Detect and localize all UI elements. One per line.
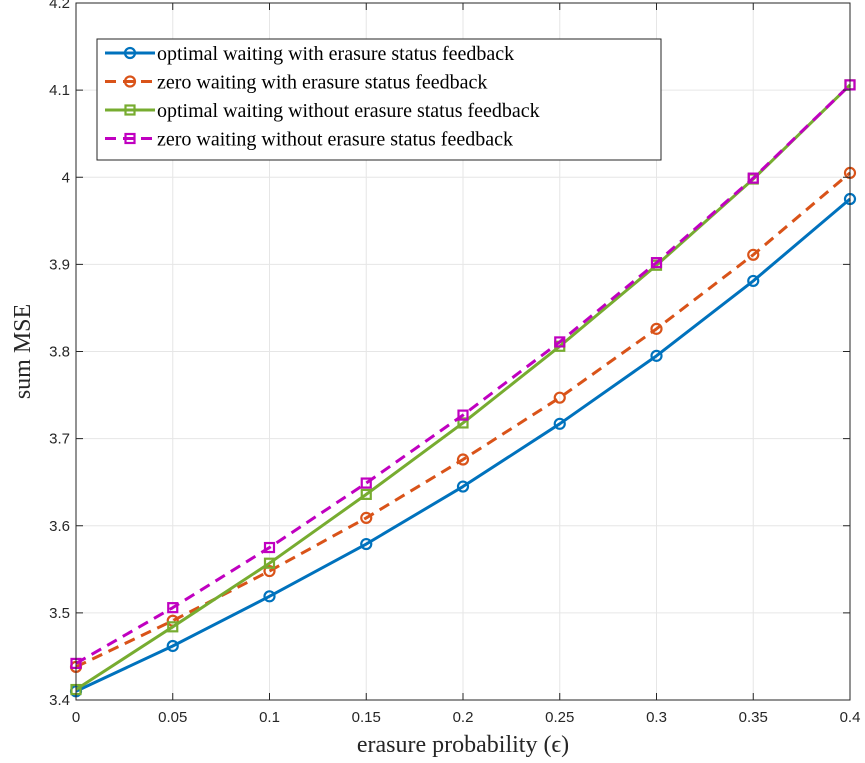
- legend-marker: [124, 104, 136, 116]
- data-point-marker: [166, 639, 179, 653]
- y-tick-label: 4: [62, 169, 70, 186]
- x-tick-label: 0.15: [352, 709, 381, 726]
- axis-ticks: 0 0.05 0.1 0.15 0.2 0.25 0.3 0.35 0.4 3.4 3.5 3.6 3.…: [49, 0, 860, 726]
- data-point-marker: [263, 557, 276, 569]
- data-point-marker: [360, 488, 372, 500]
- legend: optimal waiting with erasure status feed…: [96, 38, 662, 161]
- data-point-marker: [650, 322, 663, 335]
- legend-marker: [123, 75, 137, 88]
- legend-label: optimal waiting without erasure status f…: [157, 100, 540, 122]
- data-point-marker: [554, 336, 566, 348]
- y-tick-label: 4.2: [49, 0, 70, 12]
- x-tick-label: 0.05: [158, 709, 187, 726]
- y-tick-label: 3.9: [49, 256, 70, 273]
- data-point-marker: [457, 409, 469, 421]
- legend-box: [96, 38, 662, 161]
- x-tick-label: 0.4: [840, 709, 861, 726]
- x-axis-title: erasure probability (ϵ): [357, 732, 569, 758]
- series-line: [75, 83, 852, 665]
- data-point-marker: [360, 537, 373, 551]
- data-point-marker: [650, 349, 663, 362]
- x-tick-label: 0: [72, 709, 80, 726]
- data-point-marker: [263, 564, 276, 578]
- data-point-marker: [553, 417, 566, 430]
- x-tick-label: 0.3: [646, 709, 667, 726]
- legend-item: zero waiting with erasure status feedbac…: [105, 72, 487, 94]
- legend-label: zero waiting without erasure status feed…: [157, 129, 513, 151]
- y-tick-label: 4.1: [49, 82, 70, 99]
- x-tick-label: 0.2: [453, 709, 474, 726]
- y-tick-label: 3.8: [49, 344, 70, 361]
- series-line: [75, 83, 852, 691]
- data-point-marker: [360, 511, 373, 525]
- data-point-marker: [456, 453, 470, 466]
- x-tick-label: 0.35: [739, 709, 768, 726]
- data-point-marker: [456, 480, 470, 493]
- data-point-marker: [747, 274, 760, 288]
- legend-item: zero waiting without erasure status feed…: [105, 129, 513, 151]
- data-point-marker: [553, 391, 566, 404]
- data-point-marker: [167, 602, 179, 614]
- legend-marker: [124, 132, 136, 145]
- legend-label: optimal waiting with erasure status feed…: [157, 43, 514, 65]
- data-point-marker: [650, 257, 663, 269]
- legend-item: optimal waiting with erasure status feed…: [105, 43, 514, 65]
- y-axis-title: sum MSE: [10, 304, 36, 399]
- data-point-marker: [747, 172, 759, 184]
- legend-label: zero waiting with erasure status feedbac…: [157, 72, 487, 94]
- data-point-marker: [360, 477, 372, 489]
- x-tick-label: 0.25: [545, 709, 574, 726]
- x-tick-label: 0.1: [259, 709, 280, 726]
- data-point-marker: [747, 248, 760, 261]
- y-tick-label: 3.7: [49, 431, 70, 448]
- y-tick-label: 3.4: [49, 692, 70, 709]
- legend-item: optimal waiting without erasure status f…: [105, 100, 540, 122]
- y-tick-label: 3.5: [49, 605, 70, 622]
- series-line: [75, 171, 851, 669]
- data-point-marker: [167, 621, 179, 633]
- data-point-marker: [457, 417, 469, 429]
- data-point-marker: [263, 541, 276, 554]
- y-tick-label: 3.6: [49, 518, 70, 535]
- series-line: [75, 197, 851, 693]
- data-point-marker: [263, 590, 276, 603]
- legend-marker: [123, 46, 137, 60]
